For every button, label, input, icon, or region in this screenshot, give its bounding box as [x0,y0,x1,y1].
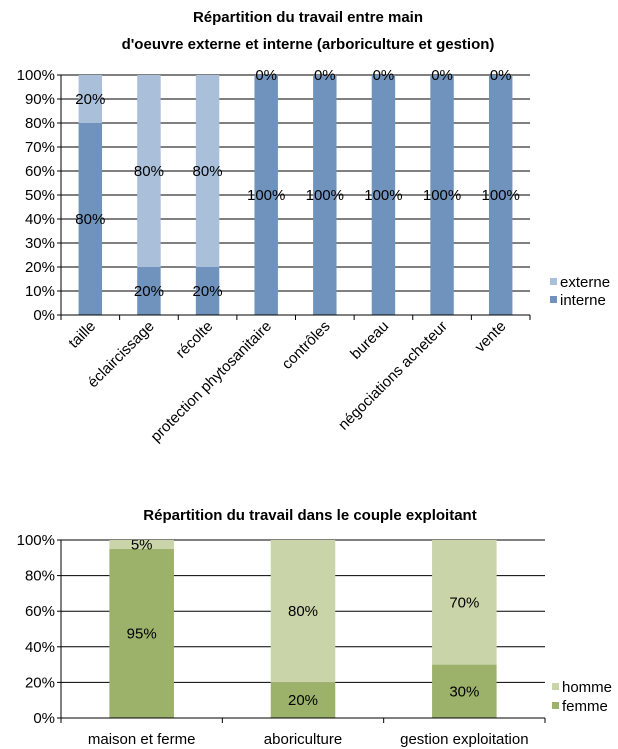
c1-legend-label-externe: externe [560,274,610,291]
c1-bar-interne-recolte [195,267,220,315]
c1-bar-interne-controles [313,75,337,315]
c2-legend-swatch-femme [552,702,559,709]
chart2-y-ticks: 0% 20% 40% 60% 80% 100% [17,532,55,727]
c1-data-label-externe-eclaircissage: 80% [134,163,164,180]
chart-work-external-internal: Répartition du travail entre main d'oeuv… [17,9,610,445]
chart1-data-labels: 80% 20% 20% 80% 20% 80% 100% 0% 100% 0% 100% 0% 100%… [75,67,520,300]
c2-data-label-homme-aboriculture: 80% [288,603,318,620]
c2-y-tick-label: 60% [25,603,55,620]
c1-x-tick-label: contrôles [279,318,334,373]
chart1-bars [78,75,513,315]
c1-data-label-externe-negociations-acheteur: 0% [431,67,453,84]
c1-x-tick-label: récolte [173,318,217,362]
c1-y-tick-label: 90% [25,91,55,108]
c2-bar-femme-maison-et-ferme [109,548,174,718]
c1-data-label-externe-vente: 0% [490,67,512,84]
c2-y-tick-label: 40% [25,639,55,656]
c1-bar-interne-protection-phytosanitaire [254,75,278,315]
c1-data-label-interne-eclaircissage: 20% [134,283,164,300]
c2-bar-femme-aboriculture [270,682,336,718]
c1-bar-interne-bureau [371,75,396,315]
c2-legend-swatch-homme [552,683,559,690]
c2-legend-label-homme: homme [562,679,612,696]
c1-data-label-interne-recolte: 20% [193,283,223,300]
c2-data-label-femme-aboriculture: 20% [288,692,318,709]
chart2-axes [57,539,546,723]
c2-bar-homme-gestion-exploitation [432,540,497,665]
c1-y-tick-label: 60% [25,163,55,180]
c2-y-tick-label: 100% [17,532,55,549]
c1-legend-swatch-interne [550,296,557,303]
c1-x-tick-label: vente [472,318,510,356]
c1-data-label-externe-taille: 20% [75,91,105,108]
c1-y-tick-label: 0% [33,307,55,324]
c1-x-tick-label: taille [65,318,99,352]
c1-bar-externe-taille [78,75,103,123]
c2-data-label-homme-maison-et-ferme: 5% [131,536,153,553]
c1-y-tick-label: 100% [17,67,55,84]
chart2-bars [109,540,497,718]
c1-x-tick-label: protection phytosanitaire [147,318,275,446]
c1-data-label-interne-controles: 100% [306,187,344,204]
c1-y-tick-label: 70% [25,139,55,156]
c1-x-tick-label: bureau [347,318,392,363]
c1-bar-interne-negociations-acheteur [430,75,454,315]
c1-data-label-interne-negociations-acheteur: 100% [423,187,461,204]
c2-data-label-homme-gestion-exploitation: 70% [449,594,479,611]
chart2-data-labels: 95% 5% 20% 80% 30% 70% [127,536,480,709]
chart2-x-ticks: maison et ferme aboriculture gestion explo… [88,731,529,748]
c2-bar-femme-gestion-exploitation [432,664,497,718]
c1-x-tick-label: négociations acheteur [335,318,451,434]
chart1-axes [57,74,531,320]
c2-y-tick-label: 20% [25,674,55,691]
c2-data-label-femme-gestion-exploitation: 30% [449,683,479,700]
chart2-title: Répartition du travail dans le couple ex… [143,507,476,524]
chart1-title-line2: d'oeuvre externe et interne (arboricultu… [122,36,495,53]
c2-data-label-femme-maison-et-ferme: 95% [127,625,157,642]
chart1-gridlines [61,74,530,292]
c1-data-label-interne-bureau: 100% [364,187,402,204]
c2-x-tick-label: gestion exploitation [400,731,528,748]
c2-x-tick-label: aboriculture [264,731,342,748]
c1-bar-interne-vente [488,75,513,315]
c1-y-tick-label: 20% [25,259,55,276]
c2-legend-label-femme: femme [562,698,608,715]
c2-y-tick-label: 0% [33,710,55,727]
c1-data-label-externe-bureau: 0% [373,67,395,84]
chart1-title-line1: Répartition du travail entre main [193,9,423,26]
c1-y-tick-label: 30% [25,235,55,252]
c1-data-label-externe-protection-phytosanitaire: 0% [255,67,277,84]
c1-bar-externe-eclaircissage [137,75,161,267]
c1-bar-externe-recolte [195,75,220,267]
c1-data-label-interne-vente: 100% [482,187,520,204]
chart-couple-work-split: Répartition du travail dans le couple ex… [17,507,612,748]
c1-y-tick-label: 50% [25,187,55,204]
c2-bar-homme-aboriculture [270,540,336,683]
chart2-legend: homme femme [552,679,612,715]
c1-legend-swatch-externe [550,278,557,285]
c1-y-tick-label: 10% [25,283,55,300]
c1-data-label-externe-controles: 0% [314,67,336,84]
chart1-y-ticks: 0% 10% 20% 30% 40% 50% 60% 70% 80% 90% 100% [17,67,55,324]
c1-y-tick-label: 80% [25,115,55,132]
c2-bar-homme-maison-et-ferme [109,540,174,549]
c1-data-label-interne-protection-phytosanitaire: 100% [247,187,285,204]
c2-y-tick-label: 80% [25,568,55,585]
c2-x-tick-label: maison et ferme [88,731,196,748]
c1-bar-interne-eclaircissage [137,267,161,315]
c1-data-label-externe-recolte: 80% [193,163,223,180]
c1-data-label-interne-taille: 80% [75,211,105,228]
c1-y-tick-label: 40% [25,211,55,228]
c1-legend-label-interne: interne [560,292,606,309]
c1-bar-interne-taille [78,123,103,315]
